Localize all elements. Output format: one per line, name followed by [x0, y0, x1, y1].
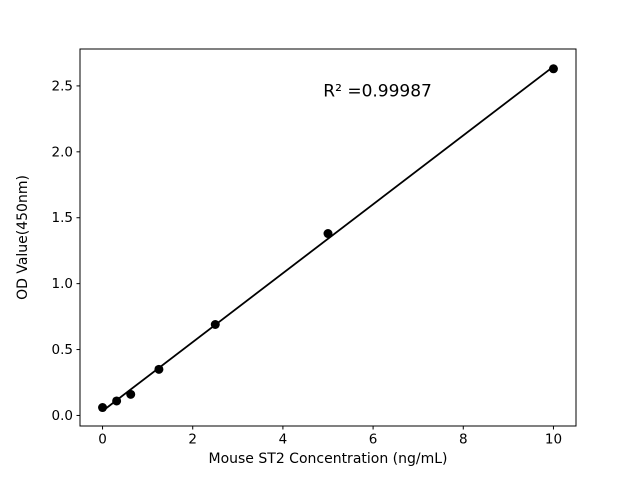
x-axis-label: Mouse ST2 Concentration (ng/mL)	[209, 451, 448, 467]
x-tick-label: 0	[98, 432, 107, 448]
data-point	[98, 403, 108, 413]
y-tick-label: 1.0	[52, 276, 73, 292]
r-squared-annotation: R² =0.99987	[323, 81, 432, 101]
y-tick-label: 1.5	[52, 210, 73, 226]
data-point	[323, 229, 333, 239]
x-tick-label: 10	[545, 432, 562, 448]
data-point	[548, 64, 558, 74]
axes-border	[79, 48, 577, 427]
y-tick-label: 0.0	[52, 408, 73, 424]
y-tick-label: 2.0	[52, 144, 73, 160]
data-point	[126, 389, 136, 399]
data-point	[154, 364, 164, 374]
x-tick-label: 2	[188, 432, 197, 448]
x-tick-label: 6	[369, 432, 378, 448]
fit-line	[101, 65, 555, 412]
y-tick-label: 0.5	[52, 342, 73, 358]
data-point	[112, 396, 122, 406]
x-tick-label: 8	[459, 432, 468, 448]
data-point	[210, 320, 220, 329]
x-tick-label: 4	[279, 432, 288, 448]
y-axis-label: OD Value(450nm)	[15, 175, 31, 300]
y-tick-label: 2.5	[52, 78, 73, 94]
